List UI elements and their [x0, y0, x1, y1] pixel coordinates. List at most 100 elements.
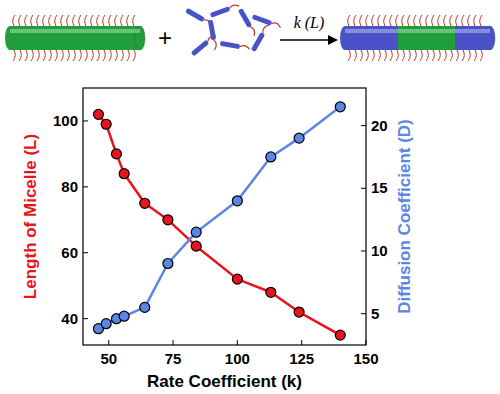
- y2-tick: [361, 125, 366, 126]
- data-point: [294, 133, 304, 143]
- corona: [115, 50, 117, 61]
- unimer-block: [191, 40, 210, 57]
- corona: [420, 15, 422, 26]
- corona: [396, 15, 398, 26]
- chart: +k (L)50751001251504060801005101520Rate …: [0, 0, 500, 394]
- unimer: [238, 8, 257, 36]
- corona: [97, 50, 99, 61]
- y-tick: [83, 120, 88, 121]
- corona: [109, 15, 111, 26]
- unimer-block: [208, 20, 216, 41]
- x-axis-title: Rate Coefficient (k): [147, 372, 302, 391]
- corona: [384, 15, 386, 26]
- unimer-tail: [240, 45, 250, 49]
- corona: [121, 15, 123, 26]
- corona: [91, 50, 93, 61]
- y2-tick: [361, 250, 366, 251]
- unimer-block: [238, 8, 252, 28]
- corona: [396, 50, 398, 61]
- corona: [133, 15, 135, 26]
- corona: [432, 15, 434, 26]
- corona: [438, 50, 440, 61]
- corona: [372, 50, 374, 61]
- data-point: [140, 198, 150, 208]
- unimer-tail: [249, 26, 256, 36]
- corona: [456, 15, 458, 26]
- corona: [115, 15, 117, 26]
- corona: [73, 50, 75, 61]
- corona: [402, 15, 404, 26]
- annotation: k (L): [294, 14, 325, 32]
- corona: [13, 15, 15, 26]
- data-point: [93, 109, 103, 119]
- x-tick-label: 100: [225, 350, 250, 367]
- y-tick: [83, 252, 88, 253]
- corona: [31, 50, 33, 61]
- corona: [480, 50, 482, 61]
- corona: [91, 15, 93, 26]
- corona: [67, 15, 69, 26]
- corona: [414, 50, 416, 61]
- corona: [450, 15, 452, 26]
- data-point: [163, 259, 173, 269]
- corona: [73, 15, 75, 26]
- corona: [378, 15, 380, 26]
- x-tick: [173, 340, 174, 345]
- data-point: [335, 102, 345, 112]
- corona: [25, 50, 27, 61]
- corona: [85, 50, 87, 61]
- data-point: [266, 287, 276, 297]
- arrow-head: [328, 35, 338, 45]
- corona: [426, 50, 428, 61]
- corona: [55, 50, 57, 61]
- corona: [444, 15, 446, 26]
- corona: [462, 50, 464, 61]
- y2-tick-label: 10: [371, 242, 388, 259]
- corona: [37, 15, 39, 26]
- unimer: [251, 23, 270, 51]
- series-line: [98, 114, 340, 335]
- corona: [61, 15, 63, 26]
- x-tick-label: 125: [289, 350, 314, 367]
- corona: [13, 50, 15, 61]
- unimer: [208, 20, 218, 50]
- corona: [85, 15, 87, 26]
- x-tick-label: 75: [165, 350, 182, 367]
- corona: [97, 15, 99, 26]
- unimer: [252, 14, 282, 29]
- unimer-tail: [271, 22, 281, 28]
- corona: [360, 50, 362, 61]
- data-point: [191, 227, 201, 237]
- corona: [468, 15, 470, 26]
- corona: [348, 50, 350, 61]
- plot-frame: [83, 88, 366, 345]
- data-point: [101, 319, 111, 329]
- corona: [348, 15, 350, 26]
- arrow: [280, 39, 328, 41]
- data-point: [111, 149, 121, 159]
- micelle-shine: [345, 29, 490, 33]
- corona: [372, 15, 374, 26]
- corona: [109, 50, 111, 61]
- corona: [456, 50, 458, 61]
- data-point: [101, 119, 111, 129]
- unimer-block: [185, 8, 205, 22]
- corona: [61, 50, 63, 61]
- y2-axis-title: Diffusion Coefficient (D): [395, 119, 414, 314]
- micelle-shine: [10, 29, 140, 33]
- corona: [366, 15, 368, 26]
- y-tick-label: 40: [61, 310, 78, 327]
- x-tick-label: 150: [353, 350, 378, 367]
- data-point: [191, 241, 201, 251]
- unimer-tail: [213, 40, 217, 50]
- corona: [408, 50, 410, 61]
- corona: [390, 15, 392, 26]
- data-point: [232, 196, 242, 206]
- corona: [43, 15, 45, 26]
- unimer: [220, 41, 250, 51]
- corona: [426, 15, 428, 26]
- corona: [354, 15, 356, 26]
- corona: [133, 50, 135, 61]
- data-point: [232, 274, 242, 284]
- y2-tick-label: 5: [371, 305, 379, 322]
